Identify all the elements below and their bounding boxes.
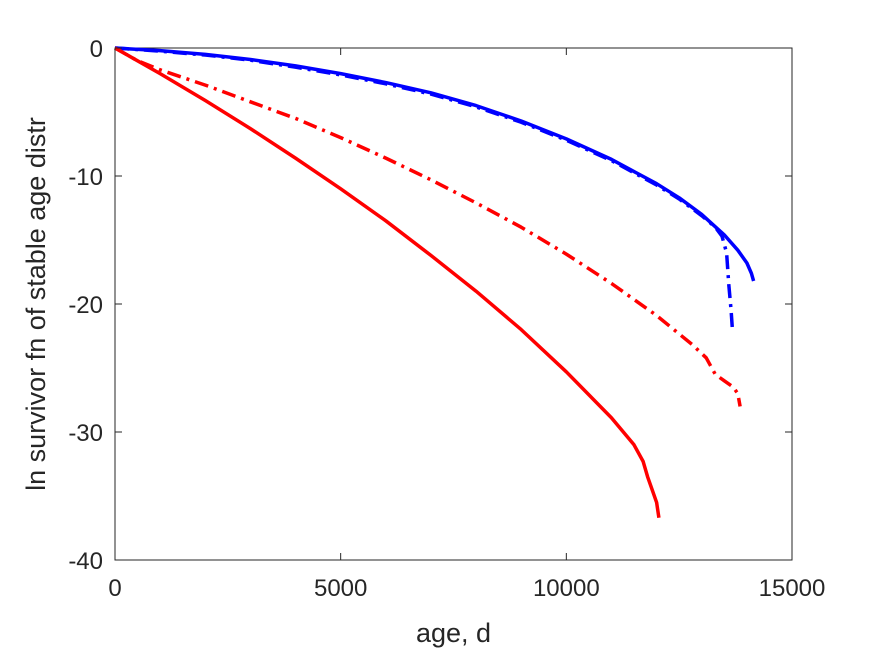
series-line-4 xyxy=(114,46,661,519)
x-axis-label: age, d xyxy=(416,618,491,648)
series-line-3 xyxy=(114,46,742,407)
series-line-2 xyxy=(114,46,735,330)
x-tick-label: 0 xyxy=(108,575,121,602)
y-axis-label: ln survivor fn of stable age distr xyxy=(21,117,51,491)
x-tick-label: 15000 xyxy=(759,575,826,602)
plot-area xyxy=(114,47,793,561)
tick-layer: 0 5000 10000 15000 0 -10 -20 -30 -40 xyxy=(68,36,825,602)
y-tick-label: -20 xyxy=(68,292,103,319)
series-layer xyxy=(114,46,756,519)
x-tick-label: 5000 xyxy=(314,575,367,602)
y-tick-label: -30 xyxy=(68,420,103,447)
y-tick-label: -10 xyxy=(68,164,103,191)
y-tick-label: -40 xyxy=(68,548,103,575)
y-tick-label: 0 xyxy=(90,36,103,63)
x-tick-label: 10000 xyxy=(533,575,600,602)
